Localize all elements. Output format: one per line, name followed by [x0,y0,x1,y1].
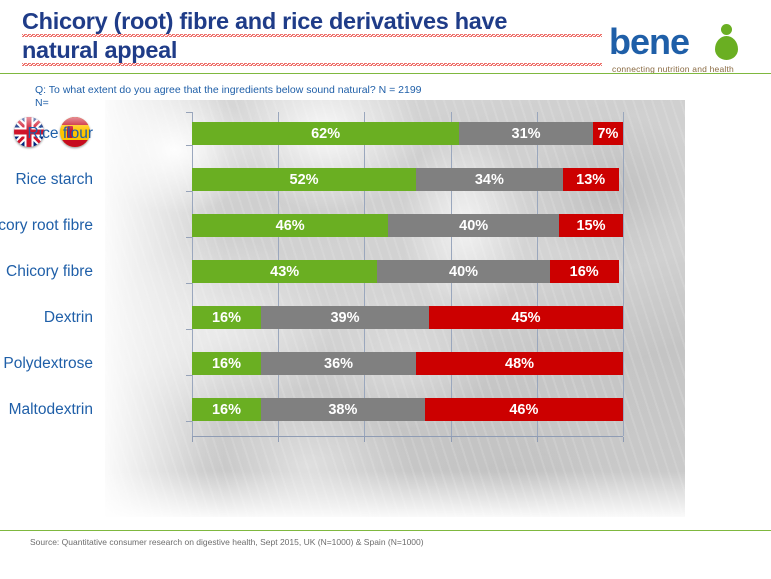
bar-segment-agree: 62% [192,122,460,145]
bar-segment-disagree: 15% [558,214,623,237]
bar-segment-disagree: 46% [424,398,623,421]
page-title: Chicory (root) fibre and rice derivative… [22,8,602,66]
x-tickmark [623,437,624,442]
y-tickmark [186,145,192,146]
bar-segment-neutral: 36% [260,352,417,375]
slide-header: Chicory (root) fibre and rice derivative… [0,0,771,74]
chart-x-axis [192,436,623,437]
bar-segment-disagree: 48% [416,352,623,375]
bar-segment-neutral: 40% [377,260,550,283]
y-tickmark [186,375,192,376]
logo-wordmark: bene [609,21,690,62]
bar-segment-disagree: 16% [549,260,619,283]
gridline [623,112,624,436]
bar-row: 46% 40% 15% [192,214,623,237]
survey-question-line-1: Q: To what extent do you agree that the … [35,84,422,96]
category-label: Polydextrose [3,354,93,372]
bar-row: 43% 40% 16% [192,260,623,283]
category-label: Chicory root fibre [0,216,93,234]
x-tickmark [364,437,366,442]
category-label: Dextrin [43,308,93,326]
x-tickmark [278,437,280,442]
bar-segment-agree: 16% [192,398,261,421]
y-tickmark [186,329,192,330]
bar-segment-neutral: 38% [260,398,425,421]
category-label: Maltodextrin [8,400,93,418]
survey-question-line-2: N= [35,97,49,109]
bar-row: 52% 34% 13% [192,168,623,191]
bar-segment-disagree: 13% [562,168,619,191]
logo-tagline: connecting nutrition and health [612,64,734,74]
survey-question: Q: To what extent do you agree that the … [35,84,422,110]
bar-row: 16% 39% 45% [192,306,623,329]
category-label: Rice flour [27,124,93,142]
x-tickmark [192,437,193,442]
chart-panel: 62% 31% 7% 52% 34% 13% 46% 40% 15% 43% 40% 16% 16% 39… [105,100,685,517]
bar-segment-agree: 43% [192,260,378,283]
category-label: Rice starch [15,170,93,188]
category-label: Chicory fibre [6,262,93,280]
y-tickmark [186,112,192,113]
y-tickmark [186,191,192,192]
bar-segment-agree: 46% [192,214,389,237]
bar-row: 16% 36% 48% [192,352,623,375]
x-tickmark [450,437,452,442]
bar-segment-agree: 16% [192,306,261,329]
logo-dot-icon [721,24,732,35]
photo-bottom-fade [105,471,685,517]
bar-segment-neutral: 40% [388,214,559,237]
y-tickmark [186,421,192,422]
header-divider [0,73,771,74]
bar-segment-neutral: 39% [260,306,430,329]
bar-segment-neutral: 34% [416,168,563,191]
logo-leaf-icon [715,36,738,60]
bar-row: 62% 31% 7% [192,122,623,145]
bar-segment-disagree: 45% [429,306,623,329]
y-tickmark [186,283,192,284]
bar-segment-agree: 16% [192,352,261,375]
bar-row: 16% 38% 46% [192,398,623,421]
beneo-logo: bene connecting nutrition and health [609,21,759,74]
page-title-line-1: Chicory (root) fibre and rice derivative… [22,8,602,37]
source-note: Source: Quantitative consumer research o… [30,537,424,547]
bar-segment-agree: 52% [192,168,417,191]
footer-divider [0,530,771,531]
x-tickmark [536,437,538,442]
page-title-line-2: natural appeal [22,37,602,66]
bar-segment-neutral: 31% [459,122,593,145]
bar-segment-disagree: 7% [592,122,623,145]
y-tickmark [186,237,192,238]
